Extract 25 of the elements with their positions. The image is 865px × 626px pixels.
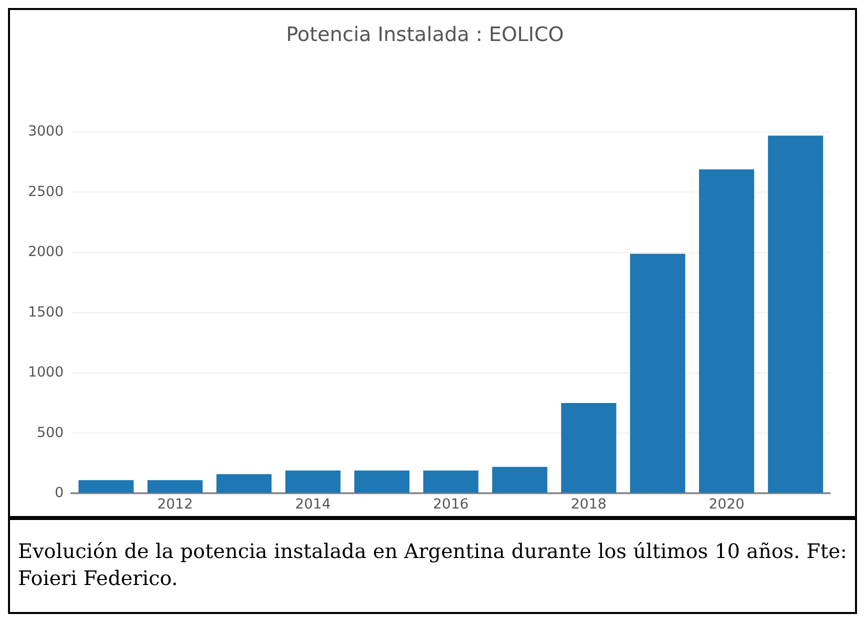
bar	[78, 480, 134, 493]
bar	[699, 169, 754, 493]
bar	[285, 470, 341, 493]
bar	[561, 403, 616, 493]
x-tick-label: 2018	[570, 496, 607, 512]
x-tick-label: 2020	[708, 496, 744, 512]
bar	[768, 136, 824, 493]
x-tick-label: 2014	[295, 496, 331, 512]
y-tick-label: 1000	[28, 364, 64, 381]
y-tick-label: 500	[36, 424, 64, 441]
bar	[354, 470, 410, 493]
bar	[216, 474, 272, 493]
bar	[423, 470, 478, 493]
bar	[492, 466, 548, 493]
y-tick-label: 2000	[28, 244, 64, 260]
y-tick-label: 3000	[28, 124, 64, 140]
x-tick-label: 2016	[433, 496, 469, 512]
text: Evolución de la potencia instalada en Argentina durante los últimos 10 años. Fte: Foieri Federico.	[17, 538, 848, 592]
y-tick-label: 0	[54, 485, 64, 501]
chart-title: Potencia Instalada : EOLICO	[286, 23, 564, 46]
bar	[147, 480, 203, 493]
y-tick-label: 2500	[28, 184, 64, 200]
x-tick-label: 2012	[157, 496, 193, 512]
bar	[630, 254, 686, 493]
y-tick-label: 1500	[28, 304, 64, 320]
